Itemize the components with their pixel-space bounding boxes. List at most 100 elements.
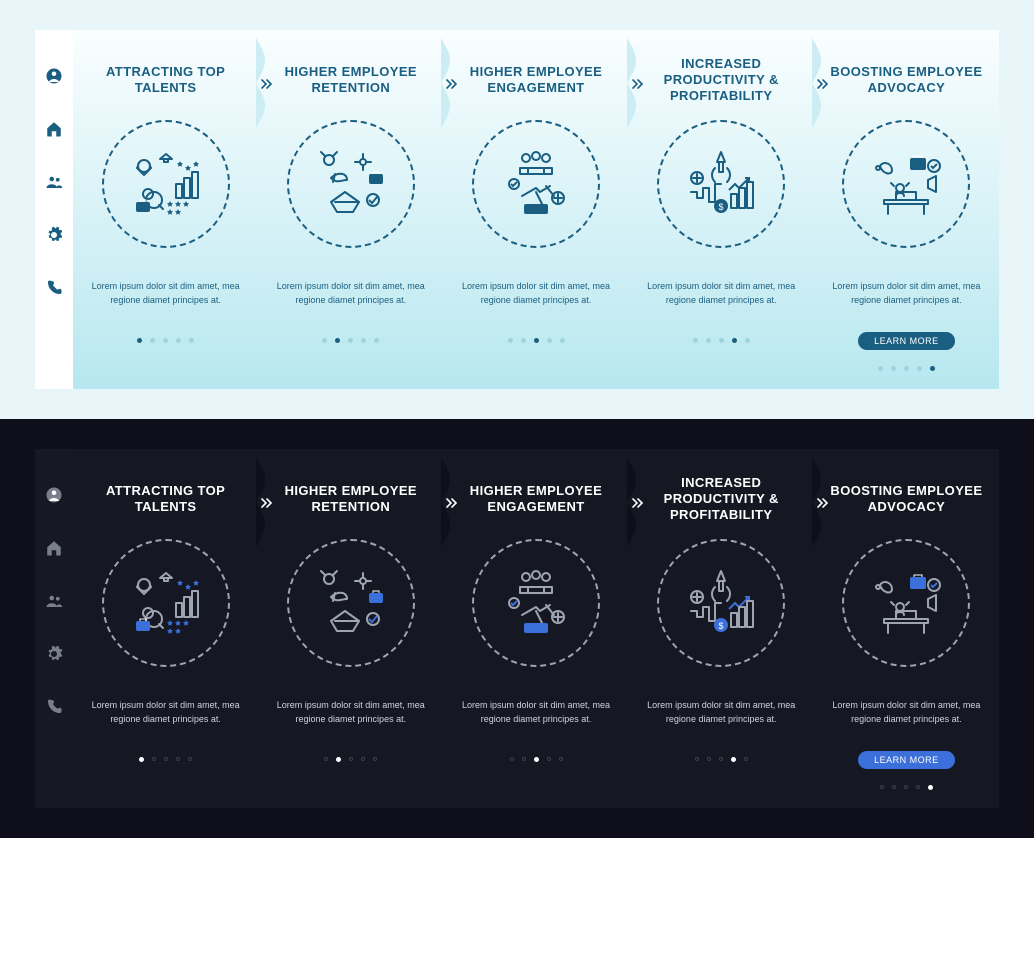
pagination-dots [139, 757, 192, 762]
dot[interactable] [547, 757, 551, 761]
card-body: Lorem ipsum dolor sit dim amet, mea regi… [824, 699, 989, 741]
dot-active[interactable] [137, 338, 142, 343]
dot[interactable] [904, 785, 908, 789]
people-icon[interactable] [45, 592, 63, 610]
dot[interactable] [374, 338, 379, 343]
advocacy-icon [842, 539, 970, 667]
user-circle-icon[interactable] [45, 486, 63, 504]
card-body: Lorem ipsum dolor sit dim amet, mea regi… [453, 280, 618, 322]
engagement-icon [472, 120, 600, 248]
card-3: HIGHER EMPLOYEE ENGAGEMENT Lorem ipsum d… [443, 30, 628, 389]
gear-icon[interactable] [45, 226, 63, 244]
dot-active[interactable] [732, 338, 737, 343]
dot-active[interactable] [731, 757, 736, 762]
dot[interactable] [559, 757, 563, 761]
dot[interactable] [693, 338, 698, 343]
pagination-dots [880, 785, 933, 790]
dot[interactable] [361, 757, 365, 761]
pagination-dots [508, 338, 565, 343]
dot[interactable] [324, 757, 328, 761]
dot[interactable] [508, 338, 513, 343]
dot[interactable] [150, 338, 155, 343]
productivity-icon: $ [657, 539, 785, 667]
dot-active[interactable] [928, 785, 933, 790]
board: ATTRACTING TOP TALENTS Lorem ipsum dolor… [35, 30, 999, 389]
dot-active[interactable] [336, 757, 341, 762]
phone-icon[interactable] [45, 698, 63, 716]
card-title: HIGHER EMPLOYEE RETENTION [268, 469, 433, 529]
card-body: Lorem ipsum dolor sit dim amet, mea regi… [824, 280, 989, 322]
sidebar [35, 30, 73, 389]
pagination-dots [695, 757, 748, 762]
dot[interactable] [892, 785, 896, 789]
pagination-dots [510, 757, 563, 762]
dot[interactable] [348, 338, 353, 343]
dot[interactable] [373, 757, 377, 761]
card-title: ATTRACTING TOP TALENTS [83, 50, 248, 110]
dot[interactable] [916, 785, 920, 789]
dot[interactable] [560, 338, 565, 343]
card-title: BOOSTING EMPLOYEE ADVOCACY [824, 469, 989, 529]
talent-icon [102, 120, 230, 248]
pagination-dots [324, 757, 377, 762]
card-title: HIGHER EMPLOYEE RETENTION [268, 50, 433, 110]
dot[interactable] [904, 366, 909, 371]
card-3: HIGHER EMPLOYEE ENGAGEMENT Lorem ipsum d… [443, 449, 628, 808]
dot[interactable] [880, 785, 884, 789]
home-icon[interactable] [45, 120, 63, 138]
dot[interactable] [188, 757, 192, 761]
cards-row: ATTRACTING TOP TALENTS Lorem ipsum dolor… [73, 449, 999, 808]
user-circle-icon[interactable] [45, 67, 63, 85]
retention-icon [287, 120, 415, 248]
pagination-dots [322, 338, 379, 343]
card-title: HIGHER EMPLOYEE ENGAGEMENT [453, 469, 618, 529]
learn-more-button[interactable]: LEARN MORE [858, 332, 955, 350]
sidebar [35, 449, 73, 808]
dot[interactable] [917, 366, 922, 371]
dot[interactable] [176, 757, 180, 761]
dot[interactable] [349, 757, 353, 761]
dot[interactable] [510, 757, 514, 761]
people-icon[interactable] [45, 173, 63, 191]
dot[interactable] [361, 338, 366, 343]
dot[interactable] [695, 757, 699, 761]
dot[interactable] [176, 338, 181, 343]
board: ATTRACTING TOP TALENTS Lorem ipsum dolor… [35, 449, 999, 808]
dot[interactable] [878, 366, 883, 371]
dot[interactable] [707, 757, 711, 761]
card-title: INCREASED PRODUCTIVITY & PROFITABILITY [639, 50, 804, 110]
home-icon[interactable] [45, 539, 63, 557]
dot[interactable] [521, 338, 526, 343]
phone-icon[interactable] [45, 279, 63, 297]
dot[interactable] [164, 757, 168, 761]
card-1: ATTRACTING TOP TALENTS Lorem ipsum dolor… [73, 30, 258, 389]
dot[interactable] [719, 338, 724, 343]
card-2: HIGHER EMPLOYEE RETENTION Lorem ipsum do… [258, 449, 443, 808]
dot[interactable] [745, 338, 750, 343]
card-body: Lorem ipsum dolor sit dim amet, mea regi… [268, 280, 433, 322]
dot-active[interactable] [139, 757, 144, 762]
dot[interactable] [163, 338, 168, 343]
card-4: INCREASED PRODUCTIVITY & PROFITABILITY $… [629, 30, 814, 389]
dot-active[interactable] [930, 366, 935, 371]
pagination-dots [693, 338, 750, 343]
dot[interactable] [706, 338, 711, 343]
card-body: Lorem ipsum dolor sit dim amet, mea regi… [453, 699, 618, 741]
dot-active[interactable] [534, 757, 539, 762]
gear-icon[interactable] [45, 645, 63, 663]
dot[interactable] [547, 338, 552, 343]
card-5: BOOSTING EMPLOYEE ADVOCACY Lorem ipsum d… [814, 449, 999, 808]
dot[interactable] [152, 757, 156, 761]
dot[interactable] [322, 338, 327, 343]
dot[interactable] [891, 366, 896, 371]
dot-active[interactable] [335, 338, 340, 343]
dot[interactable] [522, 757, 526, 761]
learn-more-button[interactable]: LEARN MORE [858, 751, 955, 769]
dot[interactable] [719, 757, 723, 761]
dot[interactable] [744, 757, 748, 761]
card-body: Lorem ipsum dolor sit dim amet, mea regi… [83, 280, 248, 322]
card-2: HIGHER EMPLOYEE RETENTION Lorem ipsum do… [258, 30, 443, 389]
card-title: BOOSTING EMPLOYEE ADVOCACY [824, 50, 989, 110]
dot[interactable] [189, 338, 194, 343]
dot-active[interactable] [534, 338, 539, 343]
